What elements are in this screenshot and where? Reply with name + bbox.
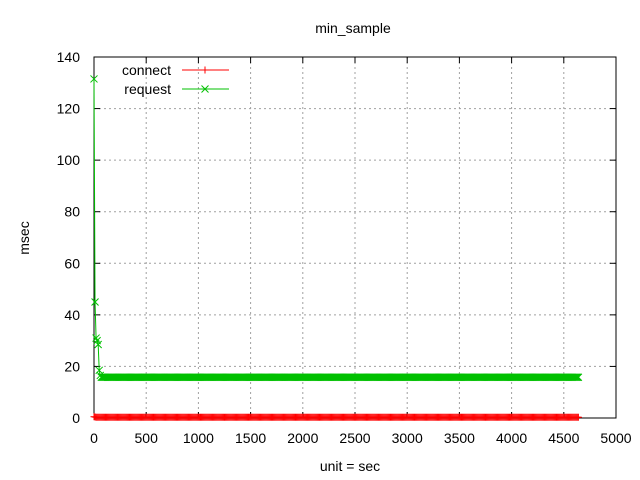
grid-layer (94, 57, 616, 418)
y-tick-label: 40 (64, 307, 80, 323)
y-tick-label: 120 (57, 101, 81, 117)
x-axis-label: unit = sec (320, 458, 380, 474)
data-point-request (572, 373, 581, 382)
y-axis-label: msec (16, 221, 32, 254)
legend-marker-request (201, 85, 209, 93)
x-tick-label: 1500 (235, 430, 266, 446)
data-point-request (90, 75, 98, 83)
data-point-request (91, 298, 99, 306)
chart-title: min_sample (315, 20, 391, 36)
series-line-request (93, 78, 579, 378)
legend-label-connect: connect (122, 62, 171, 78)
x-tick-label: 1000 (183, 430, 214, 446)
y-tick-label: 140 (57, 49, 81, 65)
x-tick-label: 5000 (600, 430, 631, 446)
x-tick-label: 500 (135, 430, 159, 446)
y-tick-label: 80 (64, 204, 80, 220)
legend-label-request: request (124, 81, 171, 97)
x-tick-label: 0 (90, 430, 98, 446)
x-tick-label: 3000 (392, 430, 423, 446)
x-tick-label: 4000 (496, 430, 527, 446)
y-tick-label: 60 (64, 255, 80, 271)
x-tick-label: 4500 (548, 430, 579, 446)
data-point-request (574, 373, 583, 382)
data-point-connect (574, 413, 582, 421)
data-point-request (571, 373, 580, 382)
series-layer (90, 75, 583, 421)
y-tick-label: 100 (57, 152, 81, 168)
series-connect (90, 413, 582, 421)
y-tick-label: 0 (72, 410, 80, 426)
x-tick-label: 2500 (339, 430, 370, 446)
x-tick-label: 3500 (444, 430, 475, 446)
legend-marker-connect (201, 66, 209, 74)
data-point-request (92, 334, 100, 342)
y-tick-label: 20 (64, 358, 80, 374)
legend: connect request (122, 62, 229, 97)
x-tick-label: 2000 (287, 430, 318, 446)
data-point-request (94, 340, 103, 349)
series-request (90, 75, 583, 382)
data-point-request (573, 373, 582, 382)
